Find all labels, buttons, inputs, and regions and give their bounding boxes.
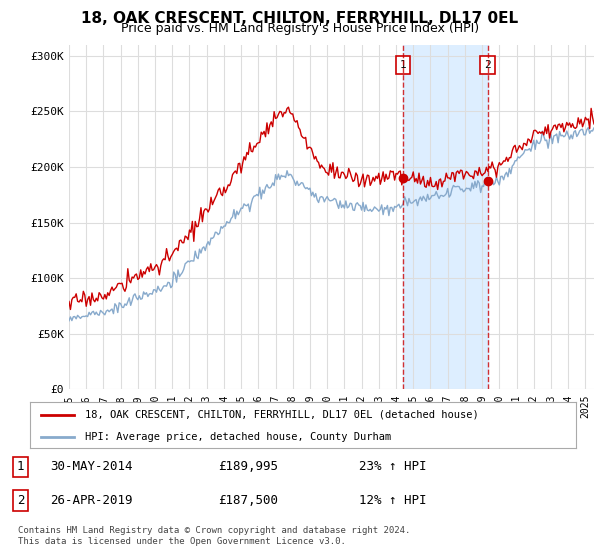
Text: 2: 2	[484, 60, 491, 70]
Text: 23% ↑ HPI: 23% ↑ HPI	[359, 460, 426, 473]
Text: £187,500: £187,500	[218, 494, 278, 507]
Text: 1: 1	[400, 60, 406, 70]
Text: 18, OAK CRESCENT, CHILTON, FERRYHILL, DL17 0EL (detached house): 18, OAK CRESCENT, CHILTON, FERRYHILL, DL…	[85, 410, 478, 420]
Text: 1: 1	[17, 460, 25, 473]
Text: 2: 2	[17, 494, 25, 507]
Bar	[403, 45, 488, 389]
Text: 12% ↑ HPI: 12% ↑ HPI	[359, 494, 426, 507]
Text: Price paid vs. HM Land Registry's House Price Index (HPI): Price paid vs. HM Land Registry's House …	[121, 22, 479, 35]
Text: 30-MAY-2014: 30-MAY-2014	[50, 460, 133, 473]
Text: 26-APR-2019: 26-APR-2019	[50, 494, 133, 507]
Text: 18, OAK CRESCENT, CHILTON, FERRYHILL, DL17 0EL: 18, OAK CRESCENT, CHILTON, FERRYHILL, DL…	[82, 11, 518, 26]
Text: £189,995: £189,995	[218, 460, 278, 473]
Text: HPI: Average price, detached house, County Durham: HPI: Average price, detached house, Coun…	[85, 432, 391, 441]
Text: Contains HM Land Registry data © Crown copyright and database right 2024.
This d: Contains HM Land Registry data © Crown c…	[18, 526, 410, 546]
